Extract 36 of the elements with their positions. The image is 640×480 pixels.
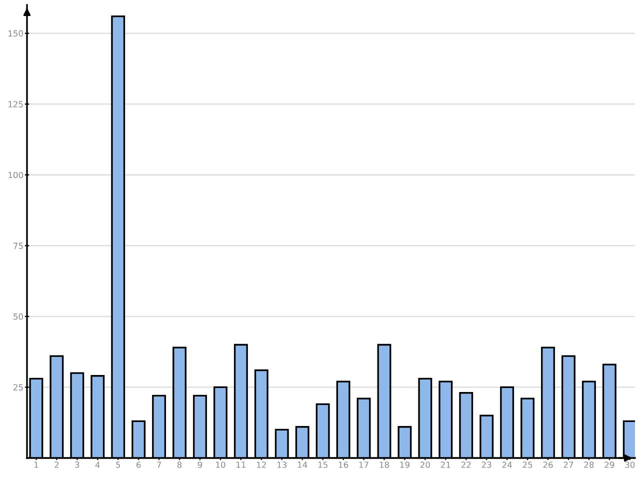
x-tick-label: 22 [461,462,471,468]
x-tick-label: 24 [502,462,512,468]
x-tick-label: 4 [95,462,100,468]
x-tick-label: 27 [564,462,574,468]
x-tick-label: 16 [338,462,348,468]
y-tick-label: 100 [8,172,23,178]
x-tick-label: 3 [75,462,80,468]
x-tick-label: 5 [116,462,120,468]
x-tick-label: 19 [400,462,410,468]
x-tick-label: 20 [420,462,430,468]
x-tick-label: 1 [34,462,38,468]
x-tick-label: 9 [198,462,202,468]
x-tick-label: 26 [543,462,553,468]
x-tick-label: 11 [236,462,246,468]
x-tick-label: 7 [157,462,161,468]
x-tick-label: 30 [625,462,635,468]
x-tick-label: 17 [359,462,368,468]
y-tick-label: 125 [8,101,23,108]
x-tick-label: 14 [298,462,308,468]
x-tick-label: 10 [216,462,226,468]
x-tick-label: 29 [604,462,614,468]
x-tick-label: 21 [440,462,450,468]
x-tick-label: 18 [380,462,389,468]
x-tick-label: 8 [177,462,182,468]
y-tick-label: 150 [8,30,23,37]
x-tick-label: 13 [277,462,287,468]
x-tick-label: 25 [522,462,532,468]
y-tick-label: 25 [14,384,23,391]
x-tick-label: 6 [136,462,141,468]
x-tick-label: 28 [584,462,594,468]
x-tick-label: 2 [54,462,58,468]
y-tick-label: 50 [14,313,23,320]
x-tick-label: 15 [318,462,328,468]
y-tick-label: 75 [14,242,23,249]
x-tick-label: 23 [482,462,492,468]
x-tick-label: 12 [257,462,266,468]
